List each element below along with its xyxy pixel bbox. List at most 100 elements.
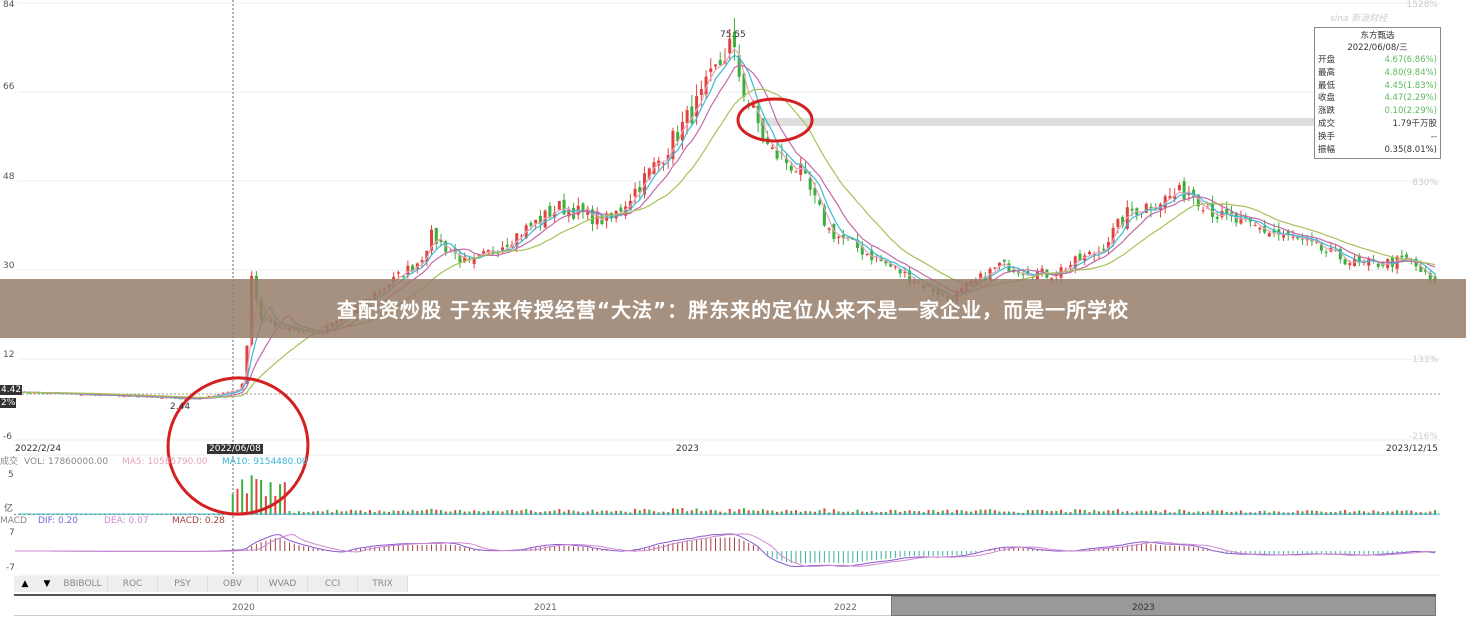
candle-body [1211, 203, 1215, 218]
volume-bar [837, 511, 840, 515]
candle-body [714, 64, 718, 67]
candle-body [1021, 274, 1025, 276]
volume-bar [870, 511, 873, 515]
scroll-down-button[interactable]: ▼ [43, 579, 51, 589]
candle-body [439, 239, 443, 242]
candle-body [501, 247, 505, 251]
candle-body [1315, 241, 1319, 243]
volume-bar [1306, 510, 1309, 515]
scroll-up-button[interactable]: ▲ [21, 579, 29, 589]
tab-bbiboll[interactable]: BBIBOLL [58, 576, 108, 592]
volume-bar [998, 511, 1001, 515]
volume-bar [1003, 511, 1006, 515]
crosshair-price: 4.42 [0, 385, 23, 395]
volume-bar [866, 511, 868, 515]
candle-body [993, 267, 997, 269]
volume-bar [482, 511, 485, 515]
info-label: 开盘 [1318, 55, 1336, 65]
candle-body [770, 147, 774, 150]
min-price-label: 2.44 [170, 402, 191, 412]
vol-ytop: 5 [8, 470, 14, 480]
candle-body [1163, 196, 1167, 209]
crosshair-date: 2022/06/08 [207, 444, 263, 454]
tab-psy[interactable]: PSY [158, 576, 208, 592]
volume-bar [766, 510, 769, 515]
candle-body [444, 241, 448, 252]
candle-body [856, 239, 860, 248]
volume-bar [842, 511, 845, 515]
volume-bar [889, 509, 892, 515]
candle-body [1116, 219, 1120, 228]
candle-body [794, 171, 798, 173]
candle-body [1111, 227, 1115, 242]
volume-bar [1112, 510, 1115, 515]
volume-bar [529, 510, 532, 515]
candle-body [79, 394, 83, 396]
macd-prefix: MACD [0, 516, 27, 526]
volume-bar [354, 510, 357, 515]
volume-bar [1363, 511, 1365, 515]
y-tick: 84 [3, 0, 15, 10]
watermark: sina 新浪财经 [1330, 14, 1388, 24]
volume-bar [799, 511, 802, 515]
volume-bar [832, 509, 835, 515]
candle-body [221, 392, 225, 395]
candle-body [595, 211, 599, 225]
volume-bar [813, 511, 816, 515]
volume-bar [558, 509, 561, 515]
volume-bar [1121, 511, 1124, 515]
pct-tick: 133% [1412, 355, 1438, 365]
dif-line [15, 533, 1436, 568]
tab-wvad[interactable]: WVAD [258, 576, 308, 592]
candle-body [609, 213, 613, 219]
candle-body [898, 269, 902, 274]
info-value: 4.80(9.84%) [1384, 67, 1437, 78]
candle-body [1248, 218, 1252, 222]
volume-bar [761, 509, 764, 515]
y-tick: -6 [3, 432, 12, 442]
candle-body [1177, 184, 1181, 191]
volume-bar [1012, 511, 1015, 515]
volume-bar [757, 510, 760, 515]
volume-bar [752, 510, 755, 515]
volume-bar [989, 509, 992, 515]
navigator-selection[interactable] [891, 596, 1436, 616]
candle-body [553, 212, 557, 218]
info-label: 最高 [1318, 67, 1336, 78]
volume-bar [690, 510, 693, 515]
candle-body [1348, 263, 1352, 266]
volume-bar [1164, 509, 1167, 515]
volume-bar [387, 511, 390, 515]
candle-body [515, 233, 519, 247]
info-value: 4.45(1.83%) [1384, 80, 1437, 91]
candle-body [732, 31, 736, 48]
tab-cci[interactable]: CCI [308, 576, 358, 592]
volume-bar [653, 511, 655, 515]
volume-bar [1263, 510, 1266, 515]
tab-trix[interactable]: TRIX [358, 576, 408, 592]
candle-body [505, 244, 509, 247]
macd-ybottom: -7 [6, 563, 15, 573]
candle-body [1054, 274, 1058, 277]
volume-bar [473, 510, 476, 515]
candle-body [1196, 194, 1200, 207]
volume-bar [705, 511, 708, 515]
volume-bar [1107, 510, 1110, 515]
info-label: 涨跌 [1318, 106, 1336, 117]
candle-body [567, 209, 571, 217]
volume-bar [572, 510, 575, 515]
volume-bar [714, 510, 717, 515]
volume-bar [1116, 509, 1119, 515]
tab-obv[interactable]: OBV [208, 576, 258, 592]
candle-body [160, 397, 164, 399]
candle-body [1215, 216, 1219, 219]
volume-bar [563, 511, 566, 515]
nav-year: 2021 [534, 603, 557, 613]
vol-ybottom: 亿 [4, 504, 14, 514]
tab-roc[interactable]: ROC [108, 576, 158, 592]
volume-bar [686, 511, 689, 515]
candle-body [983, 276, 987, 281]
time-navigator[interactable]: 2020 2021 2022 2023 [14, 594, 1436, 616]
volume-bar [539, 511, 542, 515]
volume-bar [520, 510, 523, 515]
